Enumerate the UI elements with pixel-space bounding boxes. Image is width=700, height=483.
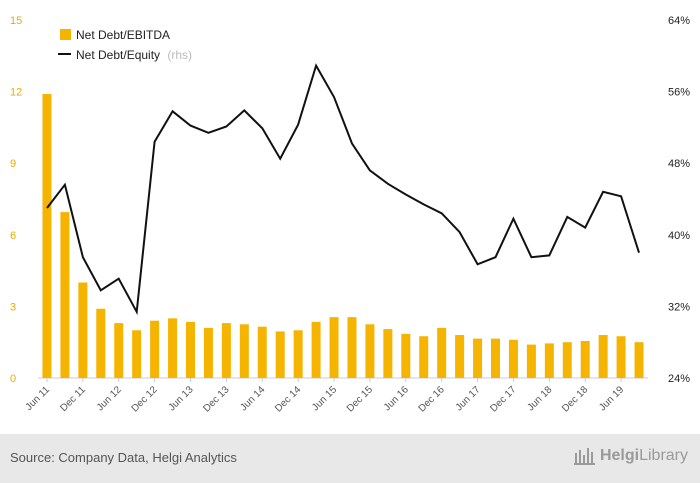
bar-jun-17 bbox=[473, 338, 483, 378]
x-tick-label-dec-16: Dec 16 bbox=[417, 384, 447, 414]
x-tick-label-dec-11: Dec 11 bbox=[58, 384, 88, 414]
legend-label-equity-suffix: (rhs) bbox=[167, 48, 192, 62]
x-tick-label-jun-14: Jun 14 bbox=[238, 384, 267, 413]
legend-label-equity: Net Debt/Equity (rhs) bbox=[76, 48, 192, 62]
x-tick-label-jun-13: Jun 13 bbox=[167, 384, 196, 413]
helgi-library-logo[interactable]: Helgi Library bbox=[573, 447, 688, 465]
x-tick-label-dec-18: Dec 18 bbox=[560, 384, 590, 414]
bar-mar-13 bbox=[168, 318, 178, 378]
bar-sep-14 bbox=[275, 331, 285, 378]
bar-sep-15 bbox=[347, 317, 357, 378]
bar-dec-17 bbox=[508, 339, 518, 378]
bar-jun-18 bbox=[544, 343, 554, 378]
x-tick-label-jun-11: Jun 11 bbox=[24, 384, 53, 413]
x-tick-label-dec-14: Dec 14 bbox=[273, 384, 303, 414]
y-tick-left-0: 0 bbox=[10, 373, 16, 385]
bar-jun-15 bbox=[329, 317, 339, 378]
bar-dec-13 bbox=[221, 323, 231, 378]
logo-text-helgi: Helgi bbox=[599, 447, 640, 464]
net-debt-equity-line bbox=[46, 63, 640, 316]
bar-sep-11 bbox=[60, 212, 70, 378]
x-tick-label-jun-15: Jun 15 bbox=[310, 384, 339, 413]
bar-jun-16 bbox=[401, 333, 411, 378]
x-tick-label-dec-15: Dec 15 bbox=[345, 384, 375, 414]
y-tick-left-6: 6 bbox=[10, 230, 16, 242]
bar-series-net-debt-ebitda bbox=[42, 93, 644, 378]
x-tick-label-jun-17: Jun 17 bbox=[454, 384, 483, 413]
x-tick-label-jun-19: Jun 19 bbox=[597, 384, 626, 413]
legend-swatch-bar bbox=[60, 29, 71, 40]
x-tick-label-dec-12: Dec 12 bbox=[130, 384, 160, 414]
bar-jun-14 bbox=[257, 326, 267, 378]
y-tick-right-32pct: 32% bbox=[668, 301, 690, 313]
bar-mar-12 bbox=[96, 308, 106, 378]
bar-dec-18 bbox=[580, 341, 590, 378]
x-tick-label-jun-18: Jun 18 bbox=[525, 384, 554, 413]
y-tick-right-56pct: 56% bbox=[668, 87, 690, 99]
x-tick-label-jun-16: Jun 16 bbox=[382, 384, 411, 413]
bar-sep-17 bbox=[491, 338, 500, 378]
bar-jun-19 bbox=[616, 336, 626, 378]
bar-jun-11 bbox=[42, 93, 52, 378]
bar-dec-15 bbox=[365, 324, 375, 378]
bar-sep-13 bbox=[203, 327, 213, 378]
y-tick-right-48pct: 48% bbox=[668, 158, 690, 170]
bar-mar-15 bbox=[311, 321, 321, 378]
bar-mar-17 bbox=[455, 335, 465, 378]
logo-text-library: Library bbox=[639, 447, 688, 464]
bar-sep-16 bbox=[419, 336, 429, 378]
footer: Source: Company Data, Helgi Analytics He… bbox=[0, 434, 700, 483]
y-tick-right-24pct: 24% bbox=[668, 373, 690, 385]
bar-mar-16 bbox=[383, 329, 393, 378]
x-tick-label-dec-17: Dec 17 bbox=[488, 384, 518, 414]
bar-sep-18 bbox=[562, 342, 572, 378]
y-tick-right-64pct: 64% bbox=[668, 15, 690, 27]
bar-mar-14 bbox=[239, 324, 249, 378]
y-tick-left-9: 9 bbox=[10, 158, 16, 170]
y-tick-left-12: 12 bbox=[10, 87, 22, 99]
bar-mar-19 bbox=[598, 335, 608, 378]
legend: Net Debt/EBITDA Net Debt/Equity (rhs) bbox=[58, 28, 192, 62]
bar-jun-13 bbox=[186, 321, 195, 378]
library-building-icon bbox=[573, 448, 595, 465]
bar-dec-14 bbox=[293, 330, 303, 378]
legend-label-ebitda: Net Debt/EBITDA bbox=[76, 28, 170, 42]
y-tick-left-3: 3 bbox=[10, 301, 16, 313]
x-tick-label-dec-13: Dec 13 bbox=[201, 384, 231, 414]
x-tick-label-jun-12: Jun 12 bbox=[95, 384, 124, 413]
bar-dec-11 bbox=[78, 282, 88, 378]
bar-dec-12 bbox=[150, 320, 160, 378]
bar-jun-12 bbox=[114, 323, 124, 378]
bar-sep-19 bbox=[634, 342, 644, 378]
legend-label-equity-name: Net Debt/Equity bbox=[76, 48, 160, 62]
y-tick-left-15: 15 bbox=[10, 15, 22, 27]
line-series-net-debt-equity bbox=[46, 63, 640, 316]
source-note: Source: Company Data, Helgi Analytics bbox=[10, 450, 237, 465]
y-tick-right-40pct: 40% bbox=[668, 230, 690, 242]
bar-sep-12 bbox=[132, 330, 142, 378]
bar-mar-18 bbox=[526, 344, 536, 378]
bar-dec-16 bbox=[437, 327, 447, 378]
